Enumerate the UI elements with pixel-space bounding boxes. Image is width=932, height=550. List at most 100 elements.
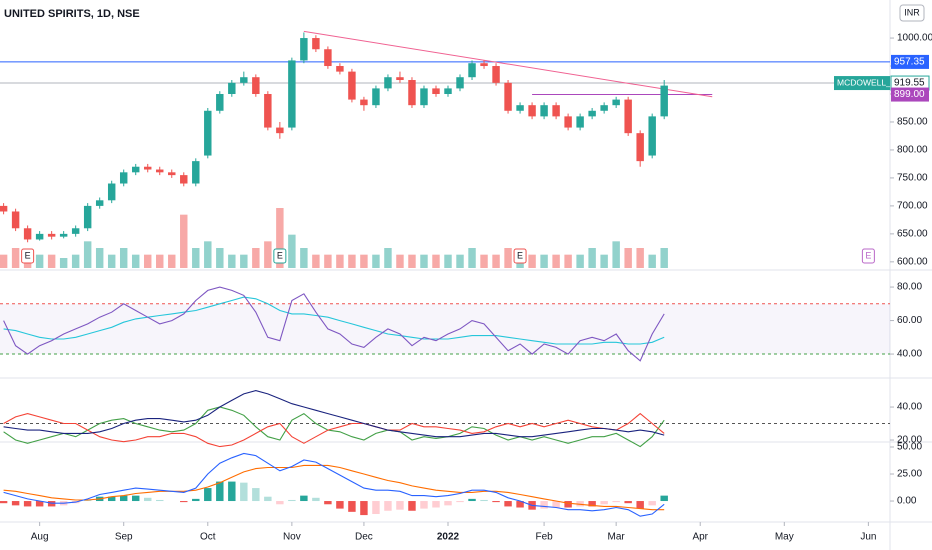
volume-bar xyxy=(11,248,20,268)
macd-hist xyxy=(144,497,152,502)
candle-body xyxy=(288,60,296,128)
macd-hist xyxy=(252,488,260,502)
macd-hist xyxy=(396,501,404,510)
candle-body xyxy=(204,110,212,156)
volume-bar xyxy=(660,248,668,268)
earnings-marker xyxy=(21,248,35,264)
macd-hist xyxy=(324,501,332,505)
macd-hist xyxy=(131,495,140,502)
volume-bar xyxy=(228,254,236,268)
volume-bar xyxy=(528,254,536,268)
candle-body xyxy=(612,99,620,106)
candle-body xyxy=(168,172,176,176)
volume-bar xyxy=(156,254,164,268)
candle-body xyxy=(528,105,536,117)
macd-hist xyxy=(360,501,368,516)
rsi-ma-line xyxy=(3,296,665,345)
volume-bar xyxy=(144,254,152,268)
macd-hist xyxy=(468,498,476,502)
candle-body xyxy=(588,110,596,117)
level-label-box xyxy=(891,87,929,102)
volume-bar xyxy=(59,258,68,268)
volume-bar xyxy=(252,248,260,268)
macd-hist xyxy=(636,501,644,509)
volume-bar xyxy=(348,254,356,268)
macd-hist xyxy=(216,481,224,502)
candle-body xyxy=(95,200,104,206)
volume-bar xyxy=(312,254,320,268)
currency-badge[interactable] xyxy=(899,4,925,22)
candle-body xyxy=(492,66,500,83)
volume-bar xyxy=(468,248,476,268)
candle-body xyxy=(576,116,584,128)
candle-body xyxy=(420,88,428,106)
compare-label: 919.55 xyxy=(894,78,925,89)
macd-hist xyxy=(624,501,632,504)
candle-body xyxy=(312,38,320,50)
candle-body xyxy=(504,82,512,111)
price-label-box xyxy=(891,54,929,69)
macd-hist xyxy=(600,501,608,505)
y-tick-label: 850.00 xyxy=(897,117,928,128)
volume-bar xyxy=(480,254,488,268)
macd-hist xyxy=(564,501,572,508)
macd-hist xyxy=(180,501,188,503)
y-tick-label: 750.00 xyxy=(897,173,928,184)
volume-bar xyxy=(168,254,176,268)
candle-body xyxy=(228,82,236,94)
chart-title: UNITED SPIRITS, 1D, NSE xyxy=(4,8,140,20)
candle-body xyxy=(216,93,224,111)
candle-body xyxy=(408,80,416,106)
x-tick-label: Apr xyxy=(692,532,708,543)
volume-bar xyxy=(624,248,632,268)
volume-bar xyxy=(336,254,344,268)
candle-body xyxy=(131,166,140,173)
macd-hist xyxy=(456,501,464,503)
x-tick-label: Oct xyxy=(200,532,216,543)
volume-bar xyxy=(552,254,560,268)
y-tick-label: 80.00 xyxy=(897,282,922,293)
candle-body xyxy=(23,228,32,240)
currency: INR xyxy=(904,7,920,17)
volume-bar xyxy=(300,248,308,268)
y-tick-label: 1000.00 xyxy=(897,33,932,44)
volume-bar xyxy=(612,241,620,268)
volume-bar xyxy=(71,254,80,268)
macd-hist xyxy=(480,499,488,502)
x-tick-label: Jun xyxy=(860,532,876,543)
macd-hist xyxy=(156,499,164,502)
x-tick-label: Nov xyxy=(283,532,301,543)
y-tick-label: 700.00 xyxy=(897,201,928,212)
y-tick-label: 0.00 xyxy=(897,496,917,507)
volume-bar xyxy=(119,248,128,268)
trendline xyxy=(303,30,713,98)
candle-body xyxy=(348,71,356,100)
volume-bar xyxy=(95,248,104,268)
y-tick-label: 50.00 xyxy=(897,442,922,453)
x-tick-label: Mar xyxy=(608,532,626,543)
y-tick-label: 40.00 xyxy=(897,402,922,413)
volume-bar xyxy=(204,241,212,268)
candle-body xyxy=(624,99,632,134)
rsi-band xyxy=(0,303,890,355)
volume-bar xyxy=(408,254,416,268)
candle-body xyxy=(144,166,152,170)
macd-hist xyxy=(300,495,308,502)
volume-bar xyxy=(648,254,656,268)
volume-bar xyxy=(276,208,284,268)
volume-bar xyxy=(636,248,644,268)
x-tick-label: May xyxy=(775,532,794,543)
x-tick-label: Sep xyxy=(115,532,133,543)
candle-body xyxy=(648,116,656,156)
volume-bar xyxy=(83,241,92,268)
earnings-marker xyxy=(861,248,875,264)
macd-hist xyxy=(420,501,428,509)
earnings-marker xyxy=(273,248,287,264)
macd-hist xyxy=(276,501,284,505)
y-tick-label: 800.00 xyxy=(897,145,928,156)
y-tick-label: 25.00 xyxy=(897,469,922,480)
volume-bar xyxy=(35,254,44,268)
volume-bar xyxy=(107,254,116,268)
volume-bar xyxy=(216,248,224,268)
